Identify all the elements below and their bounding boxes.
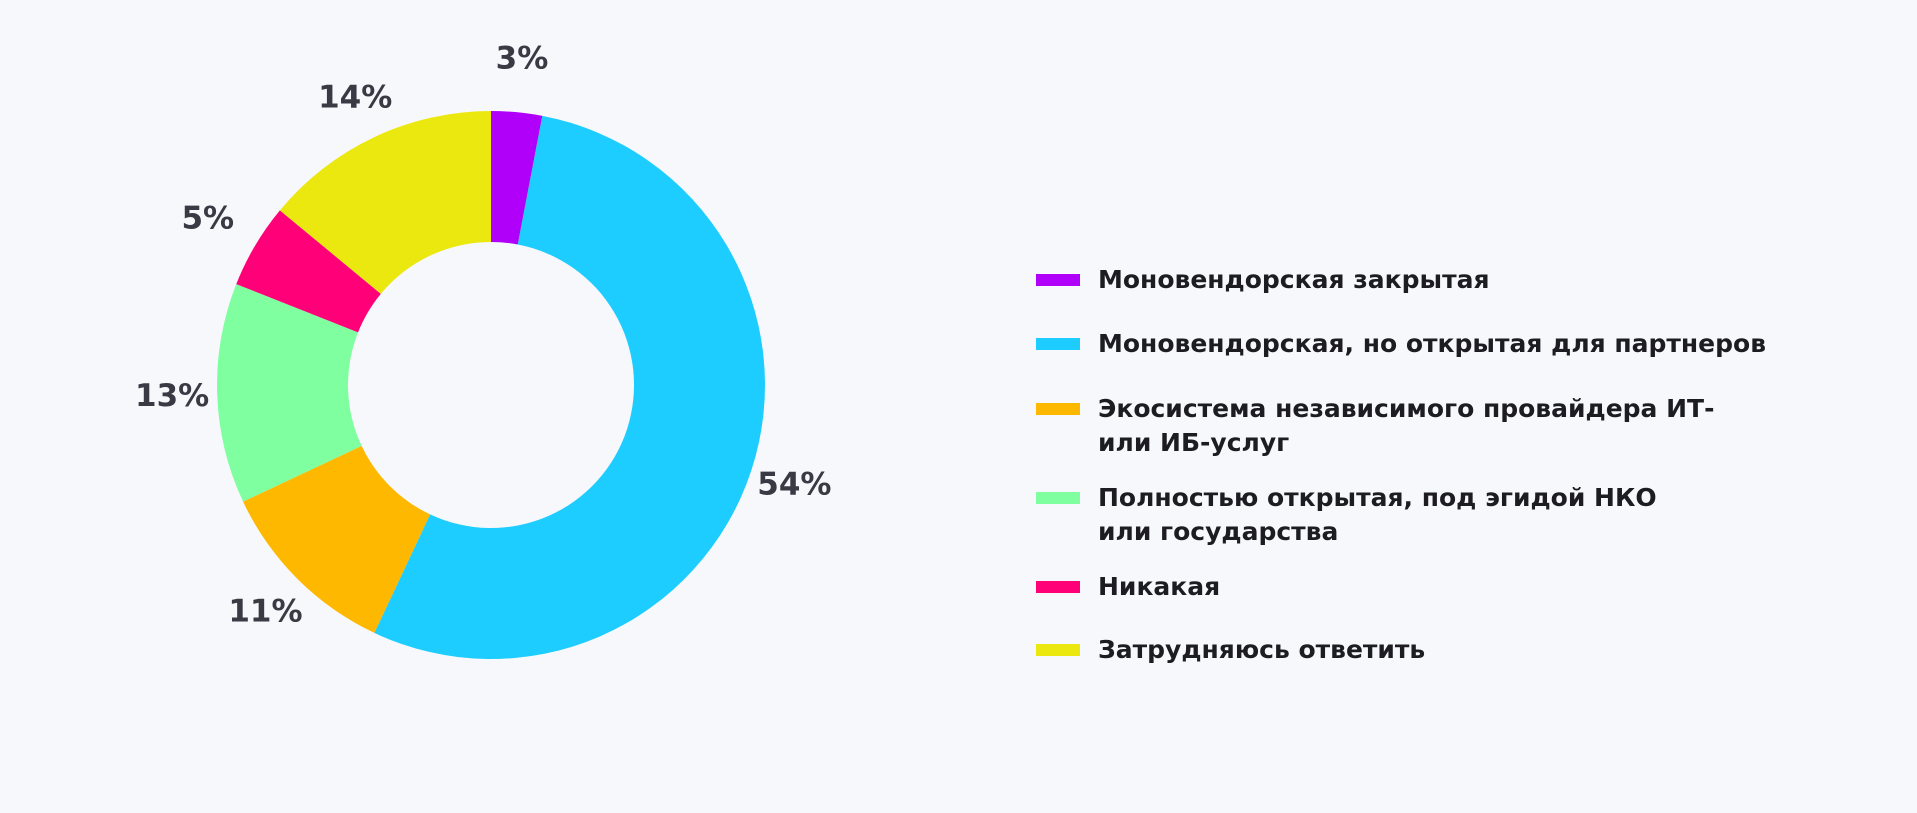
slice-label: 5% (181, 201, 234, 237)
donut-slice (243, 445, 431, 633)
slice-label: 13% (135, 378, 209, 414)
legend-swatch (1036, 492, 1080, 504)
donut-slice (236, 210, 381, 333)
legend-swatch (1036, 274, 1080, 286)
legend-swatch (1036, 338, 1080, 350)
donut-slice (279, 111, 491, 294)
legend-label: или государства (1098, 517, 1339, 546)
slice-label: 11% (228, 594, 302, 630)
legend-swatch (1036, 581, 1080, 593)
donut-chart: 3% 54% 11% 13% 5% 14% (135, 40, 831, 660)
donut-slice (374, 115, 765, 660)
slice-label: 14% (318, 79, 392, 115)
donut-slice (217, 284, 362, 502)
legend-swatch (1036, 644, 1080, 656)
slice-label: 54% (757, 467, 831, 503)
legend-label: Моновендорская закрытая (1098, 265, 1490, 294)
donut-slice (491, 111, 543, 245)
slice-label: 3% (496, 40, 549, 76)
legend-label: Затрудняюсь ответить (1098, 635, 1426, 664)
legend-swatch (1036, 403, 1080, 415)
legend-label: Моновендорская, но открытая для партнеро… (1098, 329, 1767, 358)
legend-label: Полностью открытая, под эгидой НКО (1098, 483, 1657, 512)
legend-label: Никакая (1098, 572, 1221, 601)
legend-label: Экосистема независимого провайдера ИТ- (1098, 394, 1715, 423)
legend-label: или ИБ-услуг (1098, 428, 1290, 457)
